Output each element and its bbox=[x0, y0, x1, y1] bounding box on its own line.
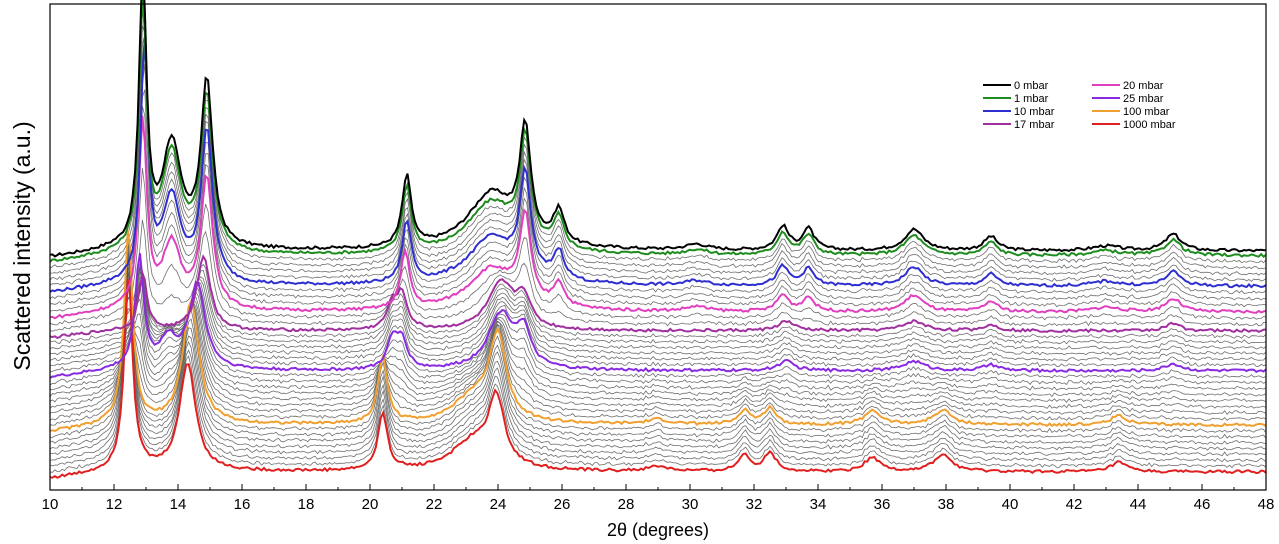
intermediate-curve bbox=[50, 282, 1267, 391]
x-axis: 10 12 14 16 18 20 22 24 26 28 30 32 34 36 38 40 42 44 46 48 bbox=[42, 484, 1275, 513]
intermediate-curve bbox=[49, 267, 1267, 467]
intermediate-curve bbox=[49, 89, 1267, 305]
intermediate-curve bbox=[49, 219, 1267, 332]
series-line-25-mbar bbox=[49, 253, 1267, 379]
intermediate-curve bbox=[49, 242, 1267, 426]
intermediate-curve bbox=[49, 295, 1267, 403]
intermediate-curve bbox=[49, 237, 1267, 438]
intermediate-curve bbox=[49, 269, 1267, 350]
series-line-100-mbar bbox=[49, 230, 1267, 433]
intermediate-curve bbox=[49, 263, 1267, 344]
x-tick-label: 18 bbox=[298, 496, 315, 513]
intermediate-curve bbox=[49, 296, 1267, 397]
intermediate-curve bbox=[50, 254, 1267, 455]
x-tick-label: 16 bbox=[234, 496, 251, 513]
x-tick-label: 36 bbox=[874, 496, 891, 513]
x-tick-label: 30 bbox=[682, 496, 699, 513]
x-tick-label: 32 bbox=[746, 496, 763, 513]
x-tick-label: 42 bbox=[1066, 496, 1083, 513]
intermediate-curve bbox=[49, 270, 1267, 414]
intermediate-curve bbox=[49, 266, 1267, 361]
intermediate-curve bbox=[49, 267, 1267, 386]
x-tick-label: 40 bbox=[1002, 496, 1019, 513]
x-axis-title: 2θ (degrees) bbox=[607, 520, 709, 540]
series-line-17-mbar bbox=[49, 254, 1266, 340]
intermediate-curve bbox=[49, 282, 1267, 409]
intermediate-curve bbox=[49, 242, 1267, 444]
x-tick-label: 12 bbox=[106, 496, 123, 513]
x-tick-label: 28 bbox=[618, 496, 635, 513]
intermediate-curve bbox=[49, 258, 1267, 373]
intermediate-curves bbox=[49, 10, 1267, 473]
intermediate-curve bbox=[49, 36, 1267, 286]
series-line-1-mbar bbox=[49, 0, 1267, 263]
labeled-curves bbox=[49, 0, 1267, 479]
legend-label: 0 mbar bbox=[1014, 80, 1049, 92]
x-tick-label: 46 bbox=[1194, 496, 1211, 513]
intermediate-curve bbox=[49, 271, 1267, 356]
legend-label: 20 mbar bbox=[1123, 80, 1164, 92]
intermediate-curve bbox=[49, 168, 1267, 326]
x-tick-label: 24 bbox=[490, 496, 507, 513]
intermediate-curve bbox=[49, 34, 1267, 281]
x-tick-label: 48 bbox=[1258, 496, 1275, 513]
x-tick-label: 34 bbox=[810, 496, 827, 513]
intermediate-curve bbox=[49, 249, 1267, 450]
series-line-10-mbar bbox=[49, 38, 1267, 293]
x-tick-label: 10 bbox=[42, 496, 59, 513]
legend-label: 1 mbar bbox=[1014, 93, 1049, 105]
intermediate-curve bbox=[49, 63, 1267, 300]
x-tick-label: 44 bbox=[1130, 496, 1147, 513]
intermediate-curve bbox=[49, 263, 1267, 366]
intermediate-curve bbox=[49, 106, 1267, 312]
legend-label: 10 mbar bbox=[1014, 106, 1055, 118]
x-tick-label: 14 bbox=[170, 496, 187, 513]
intermediate-curve bbox=[49, 25, 1267, 274]
x-tick-label: 20 bbox=[362, 496, 379, 513]
series-line-1000-mbar bbox=[49, 279, 1267, 479]
legend-label: 1000 mbar bbox=[1123, 119, 1176, 131]
x-tick-label: 26 bbox=[554, 496, 571, 513]
y-axis-title: Scattered intensity (a.u.) bbox=[9, 121, 35, 370]
legend-label: 17 mbar bbox=[1014, 119, 1055, 131]
series-line-20-mbar bbox=[49, 115, 1267, 320]
intermediate-curve bbox=[49, 272, 1267, 473]
x-tick-label: 38 bbox=[938, 496, 955, 513]
series-line-0-mbar bbox=[49, 0, 1267, 258]
intermediate-curve bbox=[49, 10, 1267, 269]
legend-label: 100 mbar bbox=[1123, 106, 1170, 118]
intermediate-curve bbox=[49, 259, 1267, 461]
x-tick-label: 22 bbox=[426, 496, 443, 513]
intermediate-curve bbox=[49, 256, 1267, 421]
legend-label: 25 mbar bbox=[1123, 93, 1164, 105]
